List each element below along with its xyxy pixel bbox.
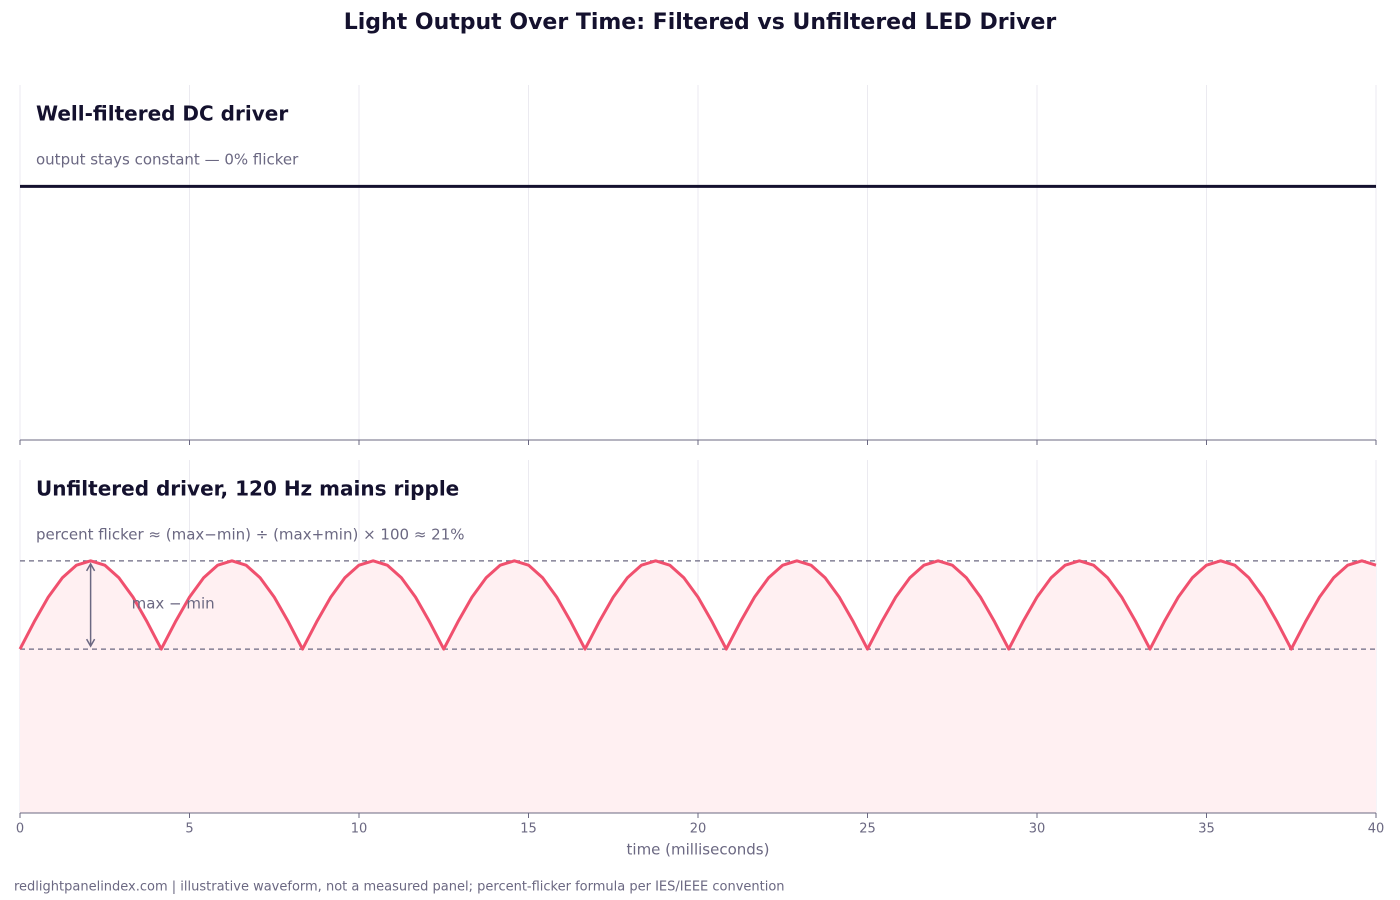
x-tick-label: 40: [1368, 822, 1385, 837]
x-tick-label: 10: [351, 822, 368, 837]
data-line: [18, 559, 1377, 651]
arrow-head: [85, 638, 96, 648]
x-tick-label: 5: [185, 822, 193, 837]
chart-title: Light Output Over Time: Filtered vs Unfi…: [344, 10, 1057, 35]
x-tick-label: 0: [16, 822, 24, 837]
arrow-head: [85, 562, 96, 572]
x-tick-label: 15: [520, 822, 537, 837]
area-fill: [20, 560, 1376, 813]
x-axis-label: time (milliseconds): [627, 841, 770, 859]
panel-subtitle: output stays constant — 0% flicker: [36, 151, 299, 169]
panel-title: Unfiltered driver, 120 Hz mains ripple: [36, 477, 459, 501]
x-tick-label: 25: [859, 822, 876, 837]
footer: redlightpanelindex.com | illustrative wa…: [14, 880, 785, 895]
x-tick-label: 20: [690, 822, 707, 837]
annotation: max − min: [132, 594, 215, 612]
panel-title: Well-filtered DC driver: [36, 102, 288, 126]
panel-subtitle: percent flicker ≈ (max−min) ÷ (max+min) …: [36, 526, 465, 544]
x-tick-label: 35: [1198, 822, 1215, 837]
x-tick-label: 30: [1029, 822, 1046, 837]
